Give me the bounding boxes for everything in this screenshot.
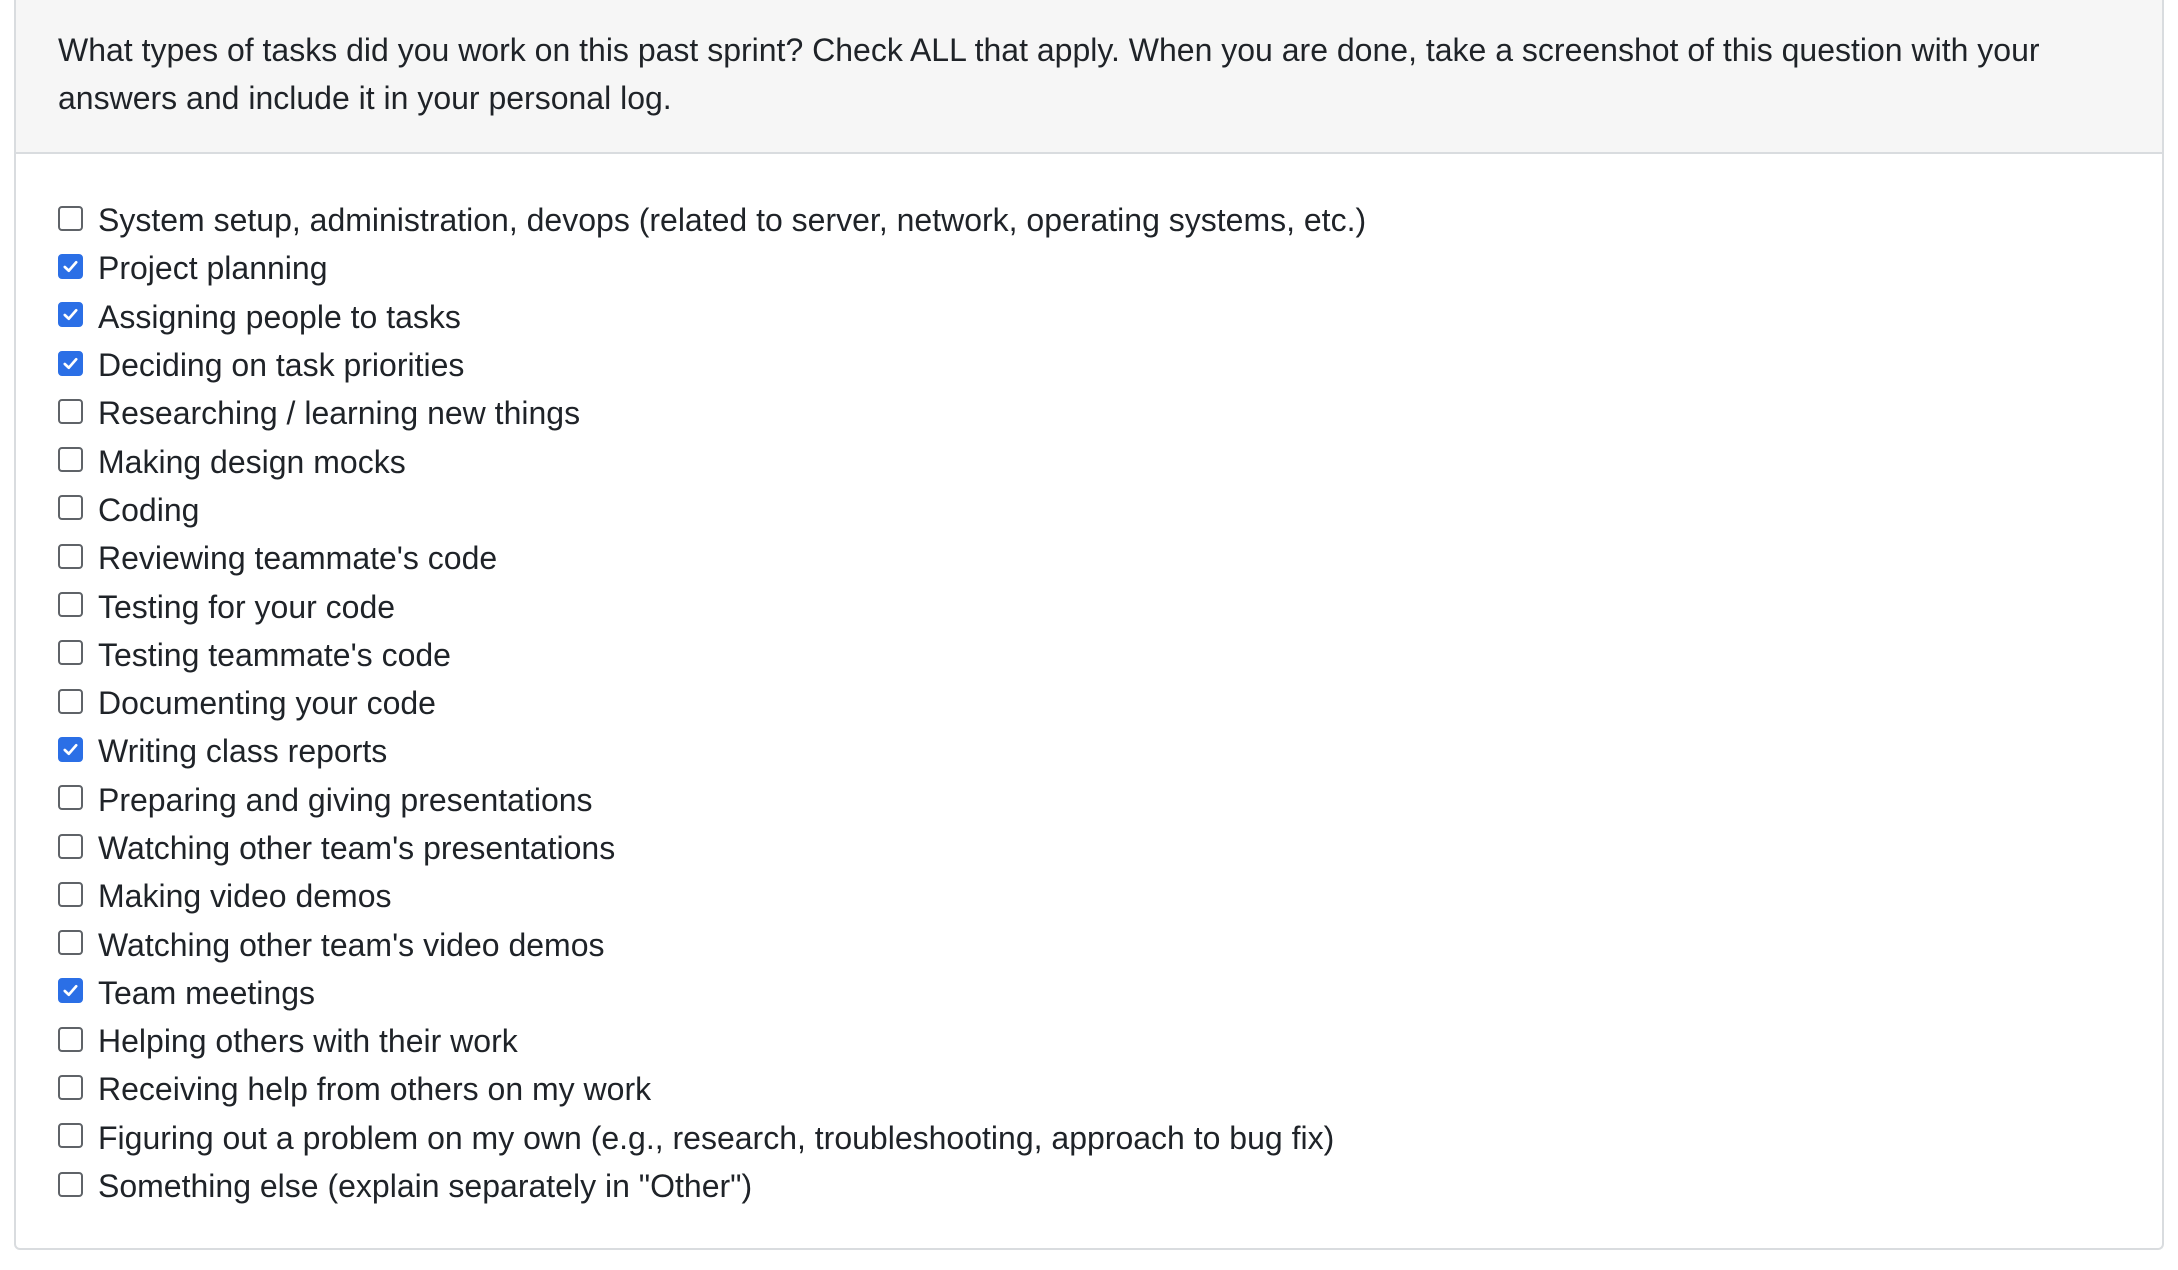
checkbox-option[interactable]: Researching / learning new things: [16, 389, 2162, 437]
checkbox-unchecked[interactable]: [58, 543, 83, 569]
checkbox-option[interactable]: Preparing and giving presentations: [16, 776, 2162, 824]
checkbox-unchecked[interactable]: [58, 1026, 83, 1052]
question-header: What types of tasks did you work on this…: [16, 0, 2162, 154]
checkbox-option[interactable]: Deciding on task priorities: [16, 341, 2162, 389]
checkbox-unchecked[interactable]: [58, 640, 83, 666]
checkbox-unchecked[interactable]: [58, 785, 83, 811]
checkbox-unchecked[interactable]: [58, 592, 83, 618]
checkbox-option[interactable]: Coding: [16, 486, 2162, 534]
checkbox-unchecked[interactable]: [58, 688, 83, 714]
checkbox-option[interactable]: Receiving help from others on my work: [16, 1065, 2162, 1113]
checkbox-checked[interactable]: [58, 302, 83, 328]
option-label[interactable]: Watching other team's presentations: [98, 830, 616, 866]
checkbox-option[interactable]: Team meetings: [16, 969, 2162, 1017]
option-label[interactable]: System setup, administration, devops (re…: [98, 202, 1367, 239]
checkbox-unchecked[interactable]: [58, 881, 83, 907]
checkbox-option[interactable]: Assigning people to tasks: [16, 293, 2162, 341]
checkbox-option[interactable]: Watching other team's video demos: [16, 920, 2162, 968]
checkmark-icon: [63, 985, 78, 997]
option-label[interactable]: Helping others with their work: [98, 1023, 518, 1060]
checkbox-unchecked[interactable]: [58, 447, 83, 473]
checkbox-option[interactable]: Figuring out a problem on my own (e.g., …: [16, 1114, 2162, 1162]
checkbox-checked[interactable]: [58, 350, 83, 376]
checkmark-icon: [63, 260, 78, 273]
option-label[interactable]: Figuring out a problem on my own (e.g., …: [98, 1119, 1335, 1156]
option-label[interactable]: Researching / learning new things: [98, 395, 581, 432]
option-label[interactable]: Reviewing teammate's code: [98, 540, 498, 577]
checkbox-unchecked[interactable]: [58, 205, 83, 231]
checkbox-unchecked[interactable]: [58, 1123, 83, 1149]
option-label[interactable]: Deciding on task priorities: [98, 347, 465, 384]
checkbox-option[interactable]: Project planning: [16, 244, 2162, 292]
option-label[interactable]: Watching other team's video demos: [98, 926, 605, 963]
option-label[interactable]: Assigning people to tasks: [98, 298, 461, 335]
options-list: System setup, administration, devops (re…: [16, 196, 2162, 1210]
checkbox-option[interactable]: Writing class reports: [16, 727, 2162, 775]
checkmark-icon: [63, 743, 78, 756]
option-label[interactable]: Testing for your code: [98, 588, 396, 625]
option-label[interactable]: Writing class reports: [98, 733, 388, 770]
question-text: What types of tasks did you work on this…: [58, 32, 2040, 116]
option-label[interactable]: Team meetings: [98, 974, 315, 1011]
checkbox-option[interactable]: System setup, administration, devops (re…: [16, 196, 2162, 244]
option-label[interactable]: Something else (explain separately in "O…: [98, 1168, 753, 1205]
checkbox-checked[interactable]: [58, 253, 83, 279]
checkbox-unchecked[interactable]: [58, 833, 83, 859]
checkbox-option[interactable]: Documenting your code: [16, 679, 2162, 727]
checkmark-icon: [63, 309, 78, 321]
checkbox-option[interactable]: Reviewing teammate's code: [16, 534, 2162, 582]
checkbox-unchecked[interactable]: [58, 398, 83, 424]
option-label[interactable]: Preparing and giving presentations: [98, 781, 593, 818]
option-label[interactable]: Coding: [98, 491, 200, 528]
checkbox-option[interactable]: Something else (explain separately in "O…: [16, 1162, 2162, 1210]
checkbox-unchecked[interactable]: [58, 1171, 83, 1197]
checkmark-icon: [63, 357, 78, 369]
checkbox-checked[interactable]: [58, 978, 83, 1004]
option-label[interactable]: Testing teammate's code: [98, 636, 451, 673]
option-label[interactable]: Receiving help from others on my work: [98, 1071, 652, 1108]
question-card: What types of tasks did you work on this…: [14, 0, 2164, 1250]
checkbox-option[interactable]: Helping others with their work: [16, 1017, 2162, 1065]
checkbox-unchecked[interactable]: [58, 930, 83, 956]
option-label[interactable]: Project planning: [98, 250, 328, 287]
checkbox-option[interactable]: Watching other team's presentations: [16, 824, 2162, 872]
checkbox-option[interactable]: Making design mocks: [16, 437, 2162, 485]
checkbox-checked[interactable]: [58, 736, 83, 762]
checkbox-unchecked[interactable]: [58, 1074, 83, 1100]
checkbox-option[interactable]: Testing for your code: [16, 582, 2162, 630]
checkbox-unchecked[interactable]: [58, 495, 83, 521]
option-label[interactable]: Making video demos: [98, 878, 392, 915]
checkbox-option[interactable]: Testing teammate's code: [16, 631, 2162, 679]
checkbox-option[interactable]: Making video demos: [16, 872, 2162, 920]
option-label[interactable]: Making design mocks: [98, 443, 406, 480]
option-label[interactable]: Documenting your code: [98, 685, 436, 722]
